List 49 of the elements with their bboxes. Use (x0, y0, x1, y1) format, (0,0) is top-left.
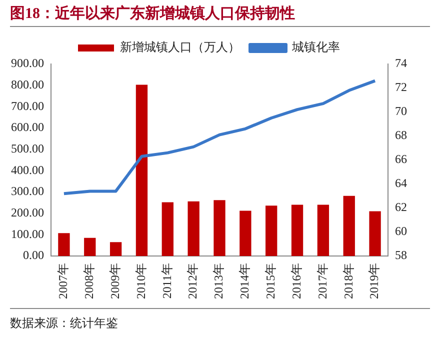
bar (188, 201, 200, 256)
y-tick-label: 700.00 (11, 98, 44, 113)
bar (240, 210, 252, 256)
x-tick-label: 2011年 (160, 263, 174, 299)
y2-tick-label: 62 (395, 200, 407, 214)
bar (162, 202, 174, 256)
bar (84, 238, 96, 256)
x-tick-label: 2014年 (238, 263, 252, 299)
y2-tick-label: 58 (395, 248, 407, 262)
x-tick-label: 2007年 (56, 263, 70, 299)
bar (317, 204, 330, 256)
bar (369, 211, 381, 256)
y-tick-label: 200.00 (11, 205, 44, 220)
x-tick-label: 2008年 (82, 263, 96, 299)
x-tick-label: 2013年 (212, 263, 226, 299)
source-note: 数据来源：统计年鉴 (10, 308, 430, 332)
bar (58, 233, 70, 256)
y2-tick-label: 64 (395, 176, 407, 190)
y-tick-label: 800.00 (11, 77, 44, 92)
y-tick-label: 0.00 (23, 248, 44, 262)
y-tick-label: 300.00 (11, 184, 44, 198)
x-tick-label: 2018年 (341, 263, 356, 299)
y2-tick-label: 72 (395, 80, 407, 94)
x-tick-label: 2009年 (108, 263, 122, 299)
bar (291, 204, 304, 256)
y2-tick-label: 74 (395, 56, 407, 70)
chart-title: 图18：近年以来广东新增城镇人口保持韧性 (10, 4, 430, 27)
bar (110, 242, 122, 256)
x-tick-label: 2010年 (134, 263, 148, 299)
x-tick-label: 2019年 (367, 263, 382, 299)
x-tick-label: 2012年 (186, 263, 200, 299)
y2-tick-label: 66 (395, 152, 407, 166)
bar (136, 84, 148, 256)
y2-tick-label: 70 (395, 104, 407, 118)
y2-tick-label: 68 (395, 128, 407, 142)
bar (214, 200, 226, 256)
y-tick-label: 600.00 (11, 120, 44, 134)
y-tick-label: 400.00 (11, 162, 44, 177)
y-tick-label: 900.00 (11, 56, 44, 70)
y-tick-label: 100.00 (11, 226, 44, 241)
x-tick-label: 2017年 (315, 263, 330, 299)
bar (343, 196, 355, 256)
x-tick-label: 2016年 (289, 263, 304, 299)
y-tick-label: 500.00 (11, 141, 44, 156)
legend-label: 新增城镇人口（万人） (120, 40, 240, 54)
x-tick-label: 2015年 (264, 263, 278, 299)
bar (266, 206, 278, 256)
y2-tick-label: 60 (395, 224, 407, 238)
legend-label: 城镇化率 (291, 40, 340, 54)
